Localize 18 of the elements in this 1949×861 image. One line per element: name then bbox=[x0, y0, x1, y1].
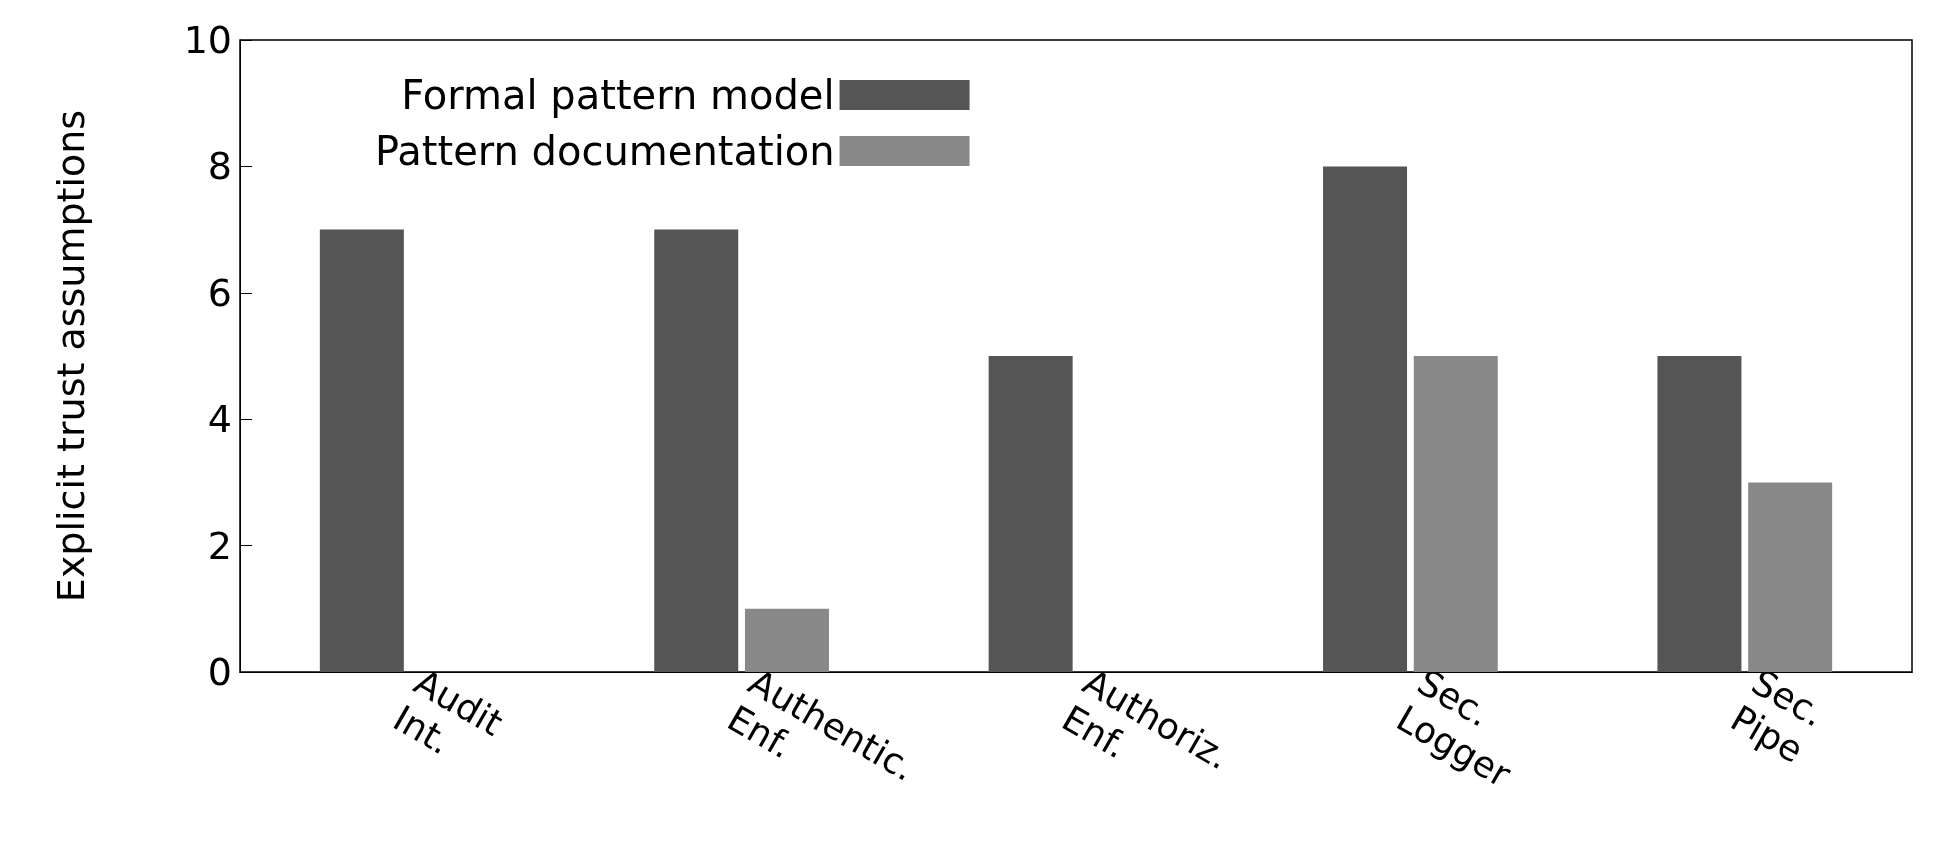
y-tick-label: 4 bbox=[207, 397, 232, 442]
y-axis-title: Explicit trust assumptions bbox=[49, 109, 93, 603]
y-tick-label: 8 bbox=[207, 144, 232, 189]
bar bbox=[654, 229, 739, 672]
bar bbox=[744, 608, 829, 672]
y-tick-label: 0 bbox=[207, 650, 232, 694]
y-tick-label: 10 bbox=[183, 18, 232, 62]
y-tick-label: 6 bbox=[207, 270, 232, 315]
bar bbox=[988, 356, 1073, 672]
legend-label: Formal pattern model bbox=[401, 72, 835, 118]
bar bbox=[1657, 356, 1742, 672]
x-tick-label: Sec. Pipe bbox=[1724, 661, 1832, 771]
bar bbox=[1323, 166, 1408, 672]
bar bbox=[319, 229, 404, 672]
bar bbox=[1413, 356, 1498, 672]
y-tick-label: 2 bbox=[207, 523, 232, 568]
legend-label: Pattern documentation bbox=[374, 128, 835, 174]
bar bbox=[1748, 482, 1833, 672]
